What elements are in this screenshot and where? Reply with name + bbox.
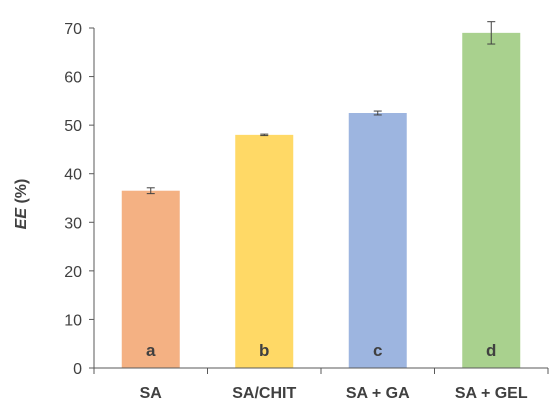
x-axis-labels: SA SA/CHIT SA + GA SA + GEL: [140, 385, 528, 402]
y-tick-label: 70: [64, 21, 82, 38]
bar-annotation: a: [146, 341, 156, 360]
y-tick-label: 60: [64, 70, 82, 87]
y-axis-title: EE (%): [13, 179, 30, 230]
y-axis-ticks: 0 10 20 30 40 50 60 70: [64, 21, 549, 378]
x-category-label: SA + GA: [346, 385, 410, 402]
y-tick-label: 20: [64, 264, 82, 281]
bar-sa-ga: [348, 113, 407, 368]
bar-annotation: b: [259, 341, 269, 360]
x-category-label: SA + GEL: [455, 385, 528, 402]
y-tick-label: 10: [64, 312, 82, 329]
x-category-label: SA/CHIT: [232, 385, 296, 402]
y-tick-label: 0: [73, 361, 82, 378]
bar-annotation: c: [373, 341, 382, 360]
error-bars-group: [146, 21, 496, 195]
bars-group: [121, 32, 521, 368]
y-axis-title-unit: (%): [13, 179, 30, 208]
x-category-label: SA: [140, 385, 163, 402]
y-tick-label: 30: [64, 215, 82, 232]
bar-sa-chit: [235, 134, 294, 368]
bar-annotations-group: a b c d: [146, 341, 496, 360]
bar-sa-gel: [462, 32, 521, 368]
y-axis-title-italic: EE: [13, 207, 30, 230]
y-tick-label: 50: [64, 118, 82, 135]
y-tick-label: 40: [64, 167, 82, 184]
bar-sa: [121, 190, 180, 368]
bar-annotation: d: [486, 341, 496, 360]
